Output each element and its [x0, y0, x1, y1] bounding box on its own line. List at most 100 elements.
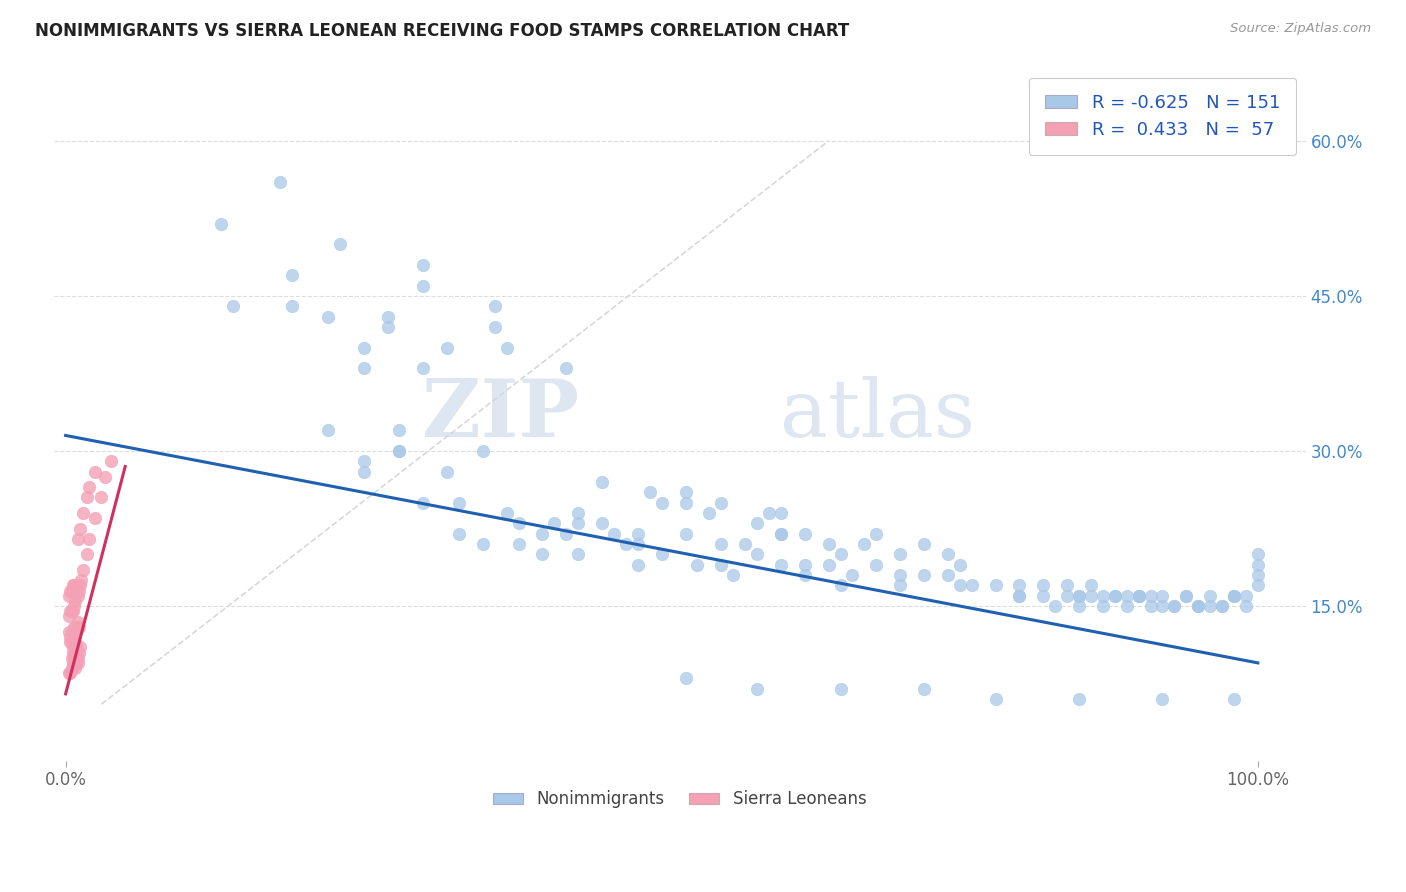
Point	[76, 491, 98, 505]
Point	[853, 537, 876, 551]
Point	[63, 578, 86, 592]
Point	[1067, 589, 1090, 603]
Point	[79, 480, 101, 494]
Point	[769, 558, 792, 572]
Point	[484, 320, 506, 334]
Point	[72, 563, 94, 577]
Point	[1115, 589, 1137, 603]
Text: atlas: atlas	[780, 376, 974, 454]
Point	[699, 506, 721, 520]
Point	[1032, 589, 1054, 603]
Point	[484, 299, 506, 313]
Point	[710, 537, 733, 551]
Point	[591, 516, 613, 531]
Legend: Nonimmigrants, Sierra Leoneans: Nonimmigrants, Sierra Leoneans	[486, 784, 873, 815]
Point	[388, 423, 411, 437]
Point	[1175, 589, 1198, 603]
Point	[58, 589, 80, 603]
Point	[353, 454, 375, 468]
Point	[1080, 578, 1102, 592]
Point	[316, 310, 339, 324]
Point	[1056, 578, 1078, 592]
Point	[353, 341, 375, 355]
Point	[745, 516, 768, 531]
Point	[436, 465, 458, 479]
Point	[209, 217, 232, 231]
Point	[1152, 589, 1174, 603]
Point	[58, 666, 80, 681]
Point	[62, 640, 84, 655]
Point	[60, 661, 83, 675]
Point	[830, 547, 852, 561]
Point	[1091, 599, 1114, 613]
Point	[1056, 589, 1078, 603]
Point	[1080, 589, 1102, 603]
Point	[1067, 599, 1090, 613]
Point	[1163, 599, 1185, 613]
Point	[531, 526, 554, 541]
Point	[830, 578, 852, 592]
Point	[60, 624, 83, 639]
Point	[912, 537, 935, 551]
Point	[1247, 568, 1270, 582]
Point	[388, 444, 411, 458]
Point	[745, 681, 768, 696]
Point	[543, 516, 565, 531]
Point	[269, 175, 291, 189]
Point	[555, 361, 578, 376]
Point	[412, 361, 434, 376]
Point	[60, 635, 83, 649]
Point	[793, 568, 815, 582]
Point	[63, 650, 86, 665]
Point	[531, 547, 554, 561]
Point	[1043, 599, 1066, 613]
Point	[1128, 589, 1150, 603]
Point	[865, 558, 887, 572]
Point	[69, 521, 91, 535]
Point	[1175, 589, 1198, 603]
Point	[949, 558, 972, 572]
Point	[758, 506, 780, 520]
Point	[62, 646, 84, 660]
Point	[65, 656, 87, 670]
Point	[1223, 589, 1246, 603]
Point	[63, 599, 86, 613]
Point	[889, 578, 911, 592]
Point	[1247, 558, 1270, 572]
Point	[59, 635, 82, 649]
Point	[63, 656, 86, 670]
Point	[69, 640, 91, 655]
Point	[58, 624, 80, 639]
Point	[62, 656, 84, 670]
Point	[66, 656, 89, 670]
Point	[67, 583, 90, 598]
Point	[66, 589, 89, 603]
Point	[984, 578, 1007, 592]
Point	[447, 526, 470, 541]
Point	[65, 640, 87, 655]
Point	[94, 470, 117, 484]
Point	[66, 532, 89, 546]
Point	[841, 568, 863, 582]
Point	[675, 672, 697, 686]
Point	[508, 537, 530, 551]
Point	[1211, 599, 1233, 613]
Point	[769, 506, 792, 520]
Point	[1187, 599, 1209, 613]
Point	[65, 620, 87, 634]
Point	[65, 650, 87, 665]
Text: NONIMMIGRANTS VS SIERRA LEONEAN RECEIVING FOOD STAMPS CORRELATION CHART: NONIMMIGRANTS VS SIERRA LEONEAN RECEIVIN…	[35, 22, 849, 40]
Point	[353, 361, 375, 376]
Point	[495, 506, 517, 520]
Point	[508, 516, 530, 531]
Point	[59, 583, 82, 598]
Point	[471, 444, 494, 458]
Point	[436, 341, 458, 355]
Point	[949, 578, 972, 592]
Point	[651, 547, 673, 561]
Point	[100, 454, 122, 468]
Point	[79, 532, 101, 546]
Point	[734, 537, 756, 551]
Point	[388, 444, 411, 458]
Point	[1008, 589, 1031, 603]
